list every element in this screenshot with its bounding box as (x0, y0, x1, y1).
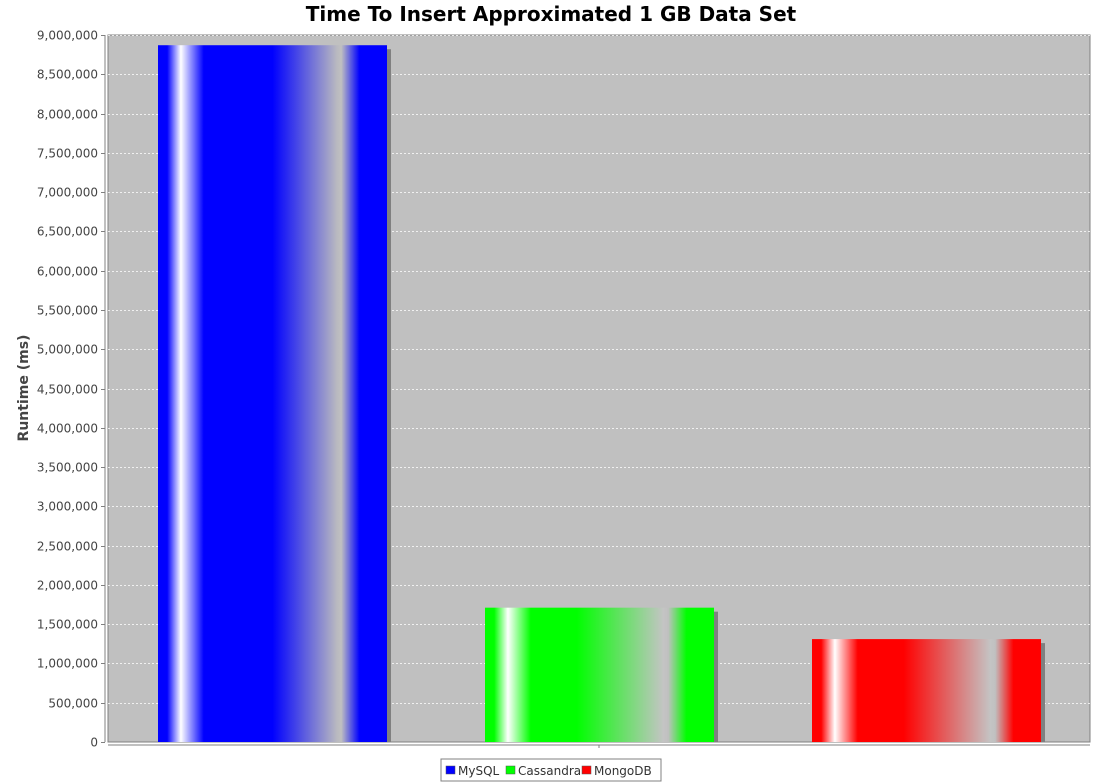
y-tick-label: 6,000,000 (37, 265, 98, 279)
y-tick-label: 3,000,000 (37, 500, 98, 514)
y-tick-label: 500,000 (48, 697, 98, 711)
chart-title: Time To Insert Approximated 1 GB Data Se… (306, 2, 797, 26)
bar-cassandra (485, 607, 714, 742)
y-tick-label: 2,500,000 (37, 540, 98, 554)
y-tick-label: 4,500,000 (37, 383, 98, 397)
y-tick-label: 5,000,000 (37, 343, 98, 357)
y-tick-label: 0 (90, 736, 98, 750)
bars (158, 45, 1045, 743)
legend-swatch-mongodb (581, 765, 592, 775)
y-axis-label: Runtime (ms) (16, 335, 32, 442)
bar-mysql (158, 45, 387, 743)
bar-mongodb (812, 639, 1041, 742)
legend-label-mongodb: MongoDB (594, 764, 652, 778)
y-tick-label: 6,500,000 (37, 225, 98, 239)
y-axis: 0 500,000 1,000,000 1,500,000 2,000,000 2,500… (37, 29, 106, 750)
y-tick-label: 5,500,000 (37, 304, 98, 318)
y-tick-label: 9,000,000 (37, 29, 98, 43)
legend-label-mysql: MySQL (458, 764, 500, 778)
y-tick-label: 7,500,000 (37, 147, 98, 161)
y-tick-label: 8,000,000 (37, 108, 98, 122)
y-tick-label: 3,500,000 (37, 461, 98, 475)
y-tick-label: 4,000,000 (37, 422, 98, 436)
y-tick-label: 7,000,000 (37, 186, 98, 200)
y-tick-label: 2,000,000 (37, 579, 98, 593)
legend: MySQL Cassandra MongoDB (440, 758, 662, 782)
legend-box (440, 758, 662, 782)
y-tick-label: 1,500,000 (37, 618, 98, 632)
y-tick-label: 8,500,000 (37, 68, 98, 82)
legend-swatch-mysql (445, 765, 456, 775)
y-tick-label: 1,000,000 (37, 657, 98, 671)
legend-swatch-cassandra (505, 765, 516, 775)
legend-label-cassandra: Cassandra (518, 764, 581, 778)
